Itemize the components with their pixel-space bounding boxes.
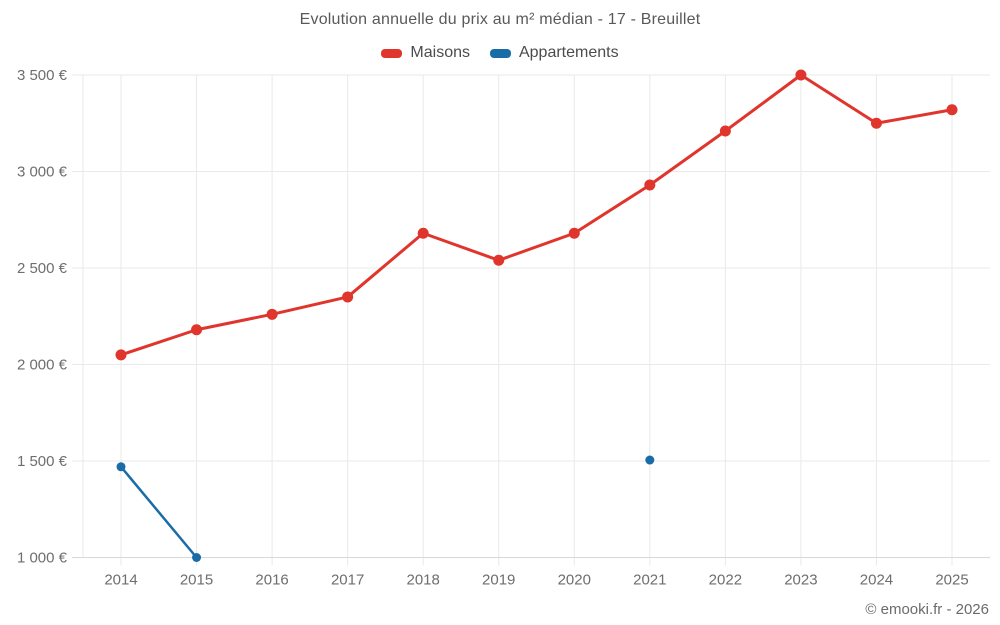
x-tick-label: 2014: [104, 572, 137, 589]
maisons-point[interactable]: [568, 227, 580, 239]
maisons-point[interactable]: [342, 291, 354, 303]
legend-swatch-icon: [489, 48, 511, 58]
appartements-point[interactable]: [192, 553, 202, 562]
x-tick-label: 2017: [331, 572, 364, 589]
maisons-point[interactable]: [191, 324, 203, 336]
x-tick-label: 2024: [860, 572, 893, 589]
copyright-text: © emooki.fr - 2026: [865, 601, 989, 618]
chart-legend: Maisons Appartements: [0, 44, 1000, 62]
y-tick-label: 3 000 €: [17, 164, 68, 181]
y-tick-label: 3 500 €: [17, 67, 68, 84]
maisons-point[interactable]: [946, 104, 958, 116]
y-tick-label: 2 000 €: [17, 357, 68, 374]
x-tick-label: 2018: [406, 572, 439, 589]
maisons-point[interactable]: [417, 227, 429, 239]
maisons-point[interactable]: [719, 125, 731, 137]
maisons-point[interactable]: [266, 308, 278, 320]
legend-label: Maisons: [410, 44, 470, 61]
x-tick-label: 2016: [255, 572, 288, 589]
legend-item-maisons[interactable]: Maisons: [381, 44, 470, 62]
x-tick-label: 2023: [784, 572, 817, 589]
appartements-point[interactable]: [116, 462, 126, 472]
y-tick-label: 2 500 €: [17, 260, 68, 277]
legend-swatch-icon: [381, 48, 403, 58]
chart-title: Evolution annuelle du prix au m² médian …: [299, 11, 701, 28]
maisons-line: [119, 73, 954, 357]
appartements-point[interactable]: [645, 455, 655, 465]
y-tick-label: 1 500 €: [17, 453, 68, 470]
appartements-line: [119, 465, 198, 559]
maisons-point[interactable]: [493, 254, 505, 266]
maisons-point[interactable]: [795, 69, 807, 81]
maisons-point[interactable]: [115, 349, 127, 361]
legend-item-appartements[interactable]: Appartements: [489, 44, 619, 62]
x-tick-label: 2022: [709, 572, 742, 589]
x-tick-label: 2019: [482, 572, 515, 589]
maisons-point[interactable]: [870, 117, 882, 129]
maisons-point[interactable]: [644, 179, 656, 191]
x-tick-label: 2021: [633, 572, 666, 589]
x-tick-label: 2025: [935, 572, 968, 589]
x-tick-label: 2015: [180, 572, 213, 589]
legend-label: Appartements: [518, 44, 619, 61]
y-tick-label: 1 000 €: [17, 550, 68, 567]
x-tick-label: 2020: [558, 572, 591, 589]
